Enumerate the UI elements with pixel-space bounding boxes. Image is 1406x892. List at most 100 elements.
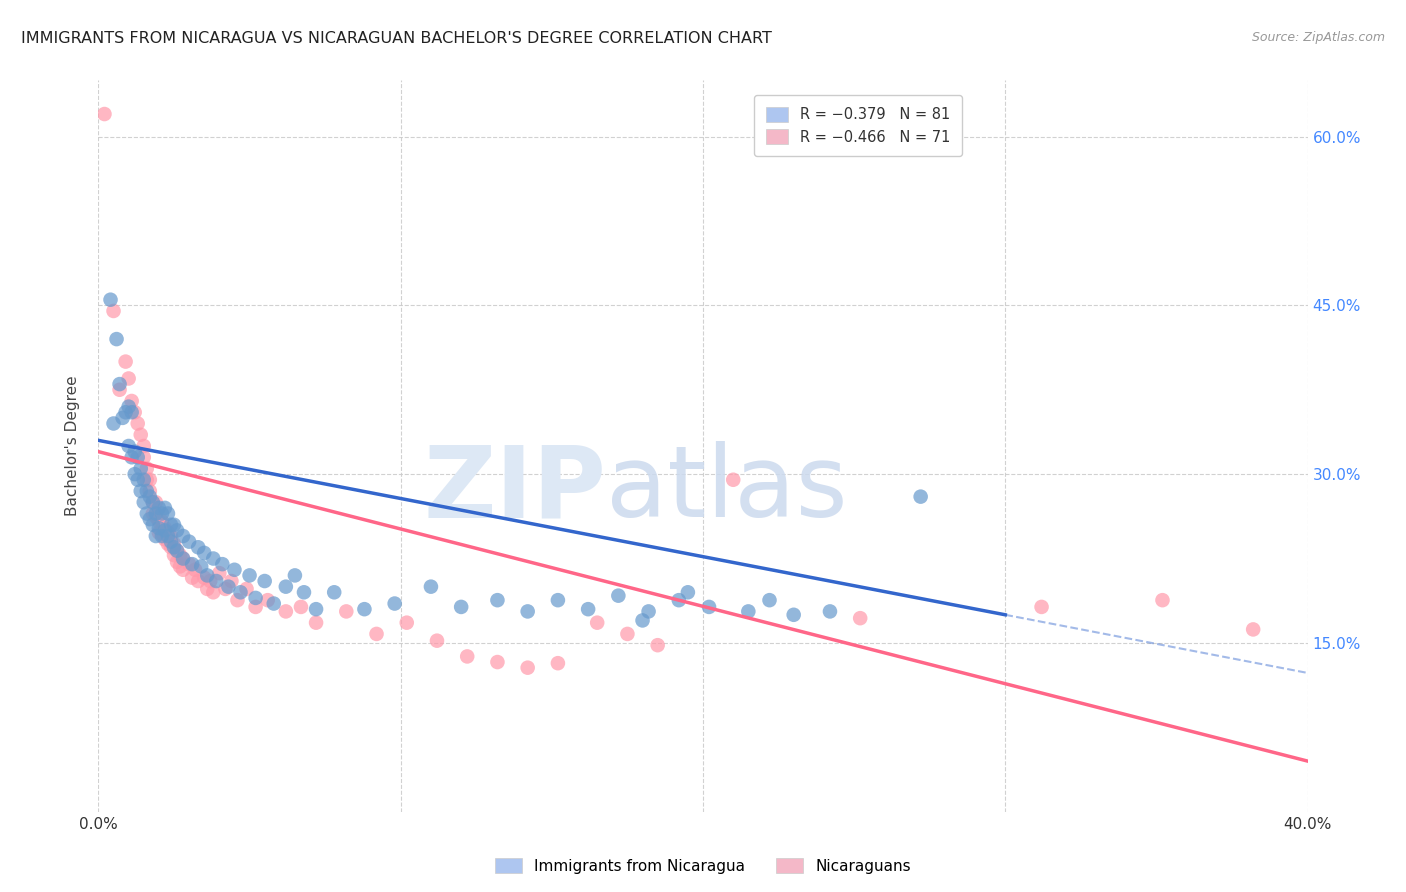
Point: [631, 614, 654, 628]
Point: [676, 585, 699, 599]
Point: [849, 611, 872, 625]
Point: [139, 490, 162, 504]
Point: [129, 483, 152, 498]
Point: [139, 483, 162, 498]
Point: [127, 473, 149, 487]
Point: [124, 405, 146, 419]
Point: [153, 524, 176, 538]
Point: [190, 559, 212, 574]
Point: [253, 574, 276, 588]
Point: [758, 593, 780, 607]
Point: [129, 427, 152, 442]
Point: [105, 332, 128, 346]
Point: [723, 473, 745, 487]
Point: [637, 604, 659, 618]
Point: [217, 580, 239, 594]
Point: [111, 410, 134, 425]
Point: [148, 515, 170, 529]
Text: ZIP: ZIP: [423, 442, 606, 539]
Point: [202, 585, 225, 599]
Point: [156, 529, 179, 543]
Point: [195, 568, 218, 582]
Point: [132, 439, 155, 453]
Point: [142, 495, 165, 509]
Point: [366, 627, 388, 641]
Point: [576, 602, 599, 616]
Point: [456, 649, 478, 664]
Point: [114, 405, 136, 419]
Point: [179, 534, 201, 549]
Point: [221, 574, 243, 588]
Point: [172, 563, 194, 577]
Point: [121, 394, 143, 409]
Point: [181, 571, 204, 585]
Point: [93, 107, 115, 121]
Point: [783, 607, 806, 622]
Point: [420, 580, 443, 594]
Point: [1152, 593, 1174, 607]
Point: [193, 546, 215, 560]
Point: [132, 450, 155, 465]
Point: [108, 383, 131, 397]
Point: [103, 304, 125, 318]
Point: [160, 517, 183, 532]
Point: [153, 500, 176, 515]
Point: [118, 400, 141, 414]
Point: [103, 417, 125, 431]
Point: [305, 615, 328, 630]
Point: [169, 548, 191, 562]
Legend: Immigrants from Nicaragua, Nicaraguans: Immigrants from Nicaragua, Nicaraguans: [488, 852, 918, 880]
Point: [129, 461, 152, 475]
Point: [245, 591, 267, 605]
Legend: R = −0.379   N = 81, R = −0.466   N = 71: R = −0.379 N = 81, R = −0.466 N = 71: [755, 95, 962, 156]
Point: [235, 582, 257, 596]
Point: [450, 599, 472, 614]
Point: [353, 602, 375, 616]
Point: [163, 537, 186, 551]
Point: [163, 541, 186, 555]
Point: [160, 541, 183, 555]
Point: [142, 517, 165, 532]
Point: [114, 354, 136, 368]
Point: [139, 473, 162, 487]
Point: [737, 604, 759, 618]
Point: [184, 563, 207, 577]
Point: [166, 543, 188, 558]
Point: [156, 525, 179, 540]
Point: [153, 521, 176, 535]
Point: [124, 467, 146, 482]
Point: [148, 500, 170, 515]
Point: [607, 589, 630, 603]
Point: [135, 473, 157, 487]
Point: [156, 537, 179, 551]
Point: [226, 593, 249, 607]
Point: [172, 551, 194, 566]
Point: [335, 604, 357, 618]
Point: [245, 599, 267, 614]
Point: [132, 495, 155, 509]
Point: [697, 599, 720, 614]
Point: [166, 543, 188, 558]
Point: [263, 597, 285, 611]
Point: [172, 529, 194, 543]
Point: [426, 633, 449, 648]
Point: [142, 495, 165, 509]
Point: [118, 371, 141, 385]
Point: [145, 507, 167, 521]
Point: [516, 661, 538, 675]
Point: [142, 507, 165, 521]
Point: [818, 604, 841, 618]
Point: [163, 548, 186, 562]
Point: [187, 541, 209, 555]
Point: [616, 627, 638, 641]
Point: [323, 585, 346, 599]
Point: [292, 585, 315, 599]
Point: [100, 293, 122, 307]
Point: [647, 638, 669, 652]
Point: [160, 529, 183, 543]
Point: [145, 509, 167, 524]
Point: [124, 444, 146, 458]
Text: IMMIGRANTS FROM NICARAGUA VS NICARAGUAN BACHELOR'S DEGREE CORRELATION CHART: IMMIGRANTS FROM NICARAGUA VS NICARAGUAN …: [21, 31, 772, 46]
Point: [187, 574, 209, 588]
Point: [121, 405, 143, 419]
